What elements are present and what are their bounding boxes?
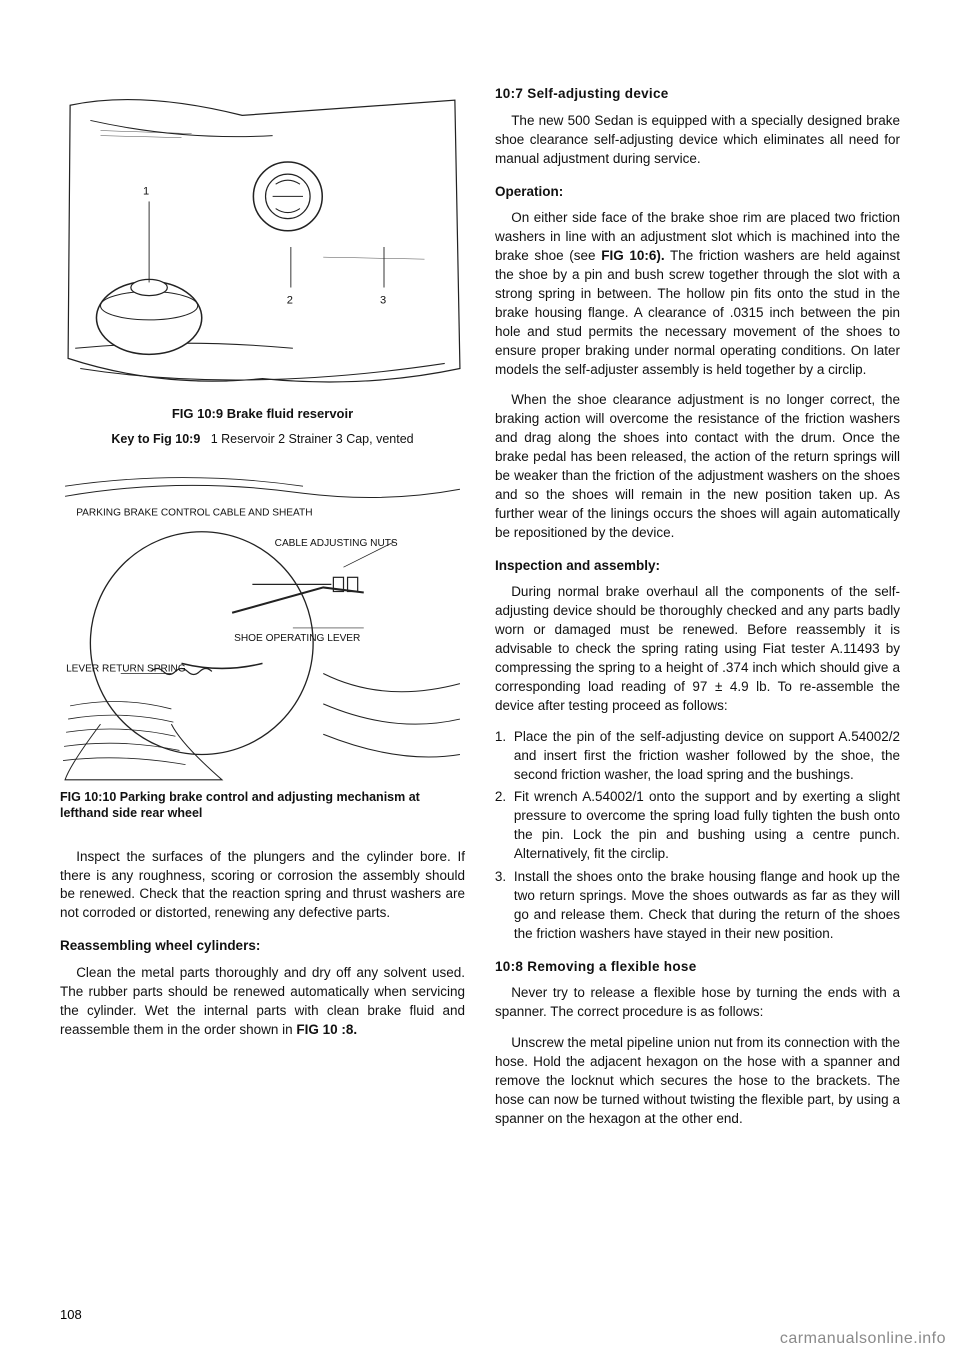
fig9-key-prefix: Key to Fig 10:9 [111,432,200,446]
inspect-paragraph: Inspect the surfaces of the plungers and… [60,848,465,924]
step-3: Install the shoes onto the brake housing… [510,868,900,944]
operation-p2: When the shoe clearance adjustment is no… [495,391,900,542]
assembly-steps: Place the pin of the self-adjusting devi… [495,728,900,944]
figure-10-10: PARKING BRAKE CONTROL CABLE AND SHEATH C… [60,471,465,785]
fig10-label-spring: LEVER RETURN SPRING [66,663,186,674]
content-columns: 1 2 3 FIG 10:9 Brake fluid reservoir Key… [60,85,900,1318]
reassembling-ref: FIG 10 :8. [296,1022,357,1037]
left-column: 1 2 3 FIG 10:9 Brake fluid reservoir Key… [60,85,465,1318]
reassembling-head: Reassembling wheel cylinders: [60,937,465,956]
section-10-7-p1: The new 500 Sedan is equipped with a spe… [495,112,900,169]
fig10-caption: FIG 10:10 Parking brake control and adju… [60,790,465,821]
step-2: Fit wrench A.54002/1 onto the support an… [510,788,900,864]
fig9-label-1: 1 [143,185,149,197]
step-1: Place the pin of the self-adjusting devi… [510,728,900,785]
watermark: carmanualsonline.info [780,1330,946,1348]
operation-p1: On either side face of the brake shoe ri… [495,209,900,379]
section-10-8-p2: Unscrew the metal pipeline union nut fro… [495,1034,900,1128]
fig9-caption: FIG 10:9 Brake fluid reservoir [60,405,465,423]
fig9-label-3: 3 [380,295,386,307]
inspection-head: Inspection and assembly: [495,557,900,576]
reassembling-paragraph: Clean the metal parts thoroughly and dry… [60,964,465,1040]
reassembling-text: Clean the metal parts thoroughly and dry… [60,965,465,1037]
inspection-p1: During normal brake overhaul all the com… [495,583,900,715]
figure-10-9: 1 2 3 [60,85,465,399]
fig9-label-2: 2 [287,295,293,307]
operation-p1-ref: FIG 10:6). [601,248,664,263]
operation-head: Operation: [495,183,900,202]
fig9-key-items: 1 Reservoir 2 Strainer 3 Cap, vented [211,432,414,446]
section-10-8-p1: Never try to release a flexible hose by … [495,984,900,1022]
section-10-7-head: 10:7 Self-adjusting device [495,85,900,104]
fig10-label-lever: SHOE OPERATING LEVER [234,633,360,644]
manual-page: 1 2 3 FIG 10:9 Brake fluid reservoir Key… [0,0,960,1358]
fig9-key: Key to Fig 10:9 1 Reservoir 2 Strainer 3… [60,431,465,449]
right-column: 10:7 Self-adjusting device The new 500 S… [495,85,900,1318]
section-10-8-head: 10:8 Removing a flexible hose [495,958,900,977]
operation-p1b: The friction washers are held against th… [495,248,900,376]
fig10-label-cable: PARKING BRAKE CONTROL CABLE AND SHEATH [76,507,312,518]
page-number: 108 [60,1307,82,1322]
fig10-label-nuts: CABLE ADJUSTING NUTS [275,537,398,548]
